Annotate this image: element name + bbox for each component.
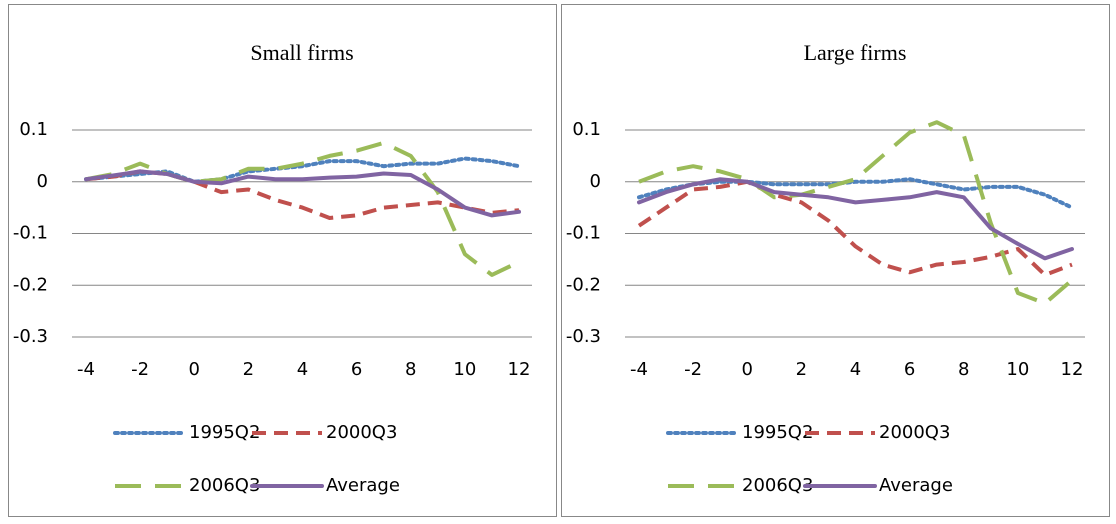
line-series: [637, 179, 1073, 277]
y-tick-label: 0.1: [19, 119, 48, 140]
line-series: [84, 169, 521, 218]
y-tick-label: -0.3: [13, 326, 48, 347]
y-tick-label: 0.1: [572, 119, 601, 140]
x-tick-label: 2: [796, 359, 807, 380]
y-tick-label: -0.3: [566, 326, 601, 347]
x-tick-label: 0: [742, 359, 753, 380]
legend-label: 1995Q2: [189, 422, 260, 443]
y-tick-label: 0: [37, 171, 48, 192]
line-series: [637, 177, 1074, 261]
x-tick-label: 10: [1006, 359, 1029, 380]
y-tick-label: -0.2: [566, 274, 601, 295]
line-series: [85, 140, 520, 277]
legend-label: Average: [879, 475, 953, 496]
x-tick-label: -2: [684, 359, 702, 380]
x-tick-label: 2: [243, 359, 254, 380]
x-tick-label: 6: [351, 359, 362, 380]
x-tick-label: 8: [405, 359, 416, 380]
chart-title: Large firms: [804, 40, 907, 65]
x-tick-label: 4: [297, 359, 308, 380]
y-tick-label: -0.1: [566, 223, 601, 244]
x-tick-label: 6: [904, 359, 915, 380]
y-tick-label: -0.1: [13, 223, 48, 244]
x-tick-label: -2: [131, 359, 149, 380]
y-tick-label: -0.2: [13, 274, 48, 295]
legend-label: 2006Q3: [189, 475, 260, 496]
x-tick-label: 10: [453, 359, 476, 380]
x-tick-label: 12: [508, 359, 531, 380]
x-tick-label: -4: [77, 359, 95, 380]
legend-label: 2006Q3: [742, 475, 813, 496]
chart-frame: [8, 4, 557, 517]
chart-title: Small firms: [250, 40, 353, 65]
legend-label: 2000Q3: [326, 422, 397, 443]
x-tick-label: -4: [630, 359, 648, 380]
x-tick-label: 0: [189, 359, 200, 380]
chart-frame: [561, 4, 1110, 517]
x-tick-label: 12: [1061, 359, 1084, 380]
legend-label: 1995Q2: [742, 422, 813, 443]
x-tick-label: 8: [958, 359, 969, 380]
x-tick-label: 4: [850, 359, 861, 380]
line-series: [638, 120, 1074, 306]
legend-label: Average: [326, 475, 400, 496]
legend-label: 2000Q3: [879, 422, 950, 443]
y-tick-label: 0: [590, 171, 601, 192]
